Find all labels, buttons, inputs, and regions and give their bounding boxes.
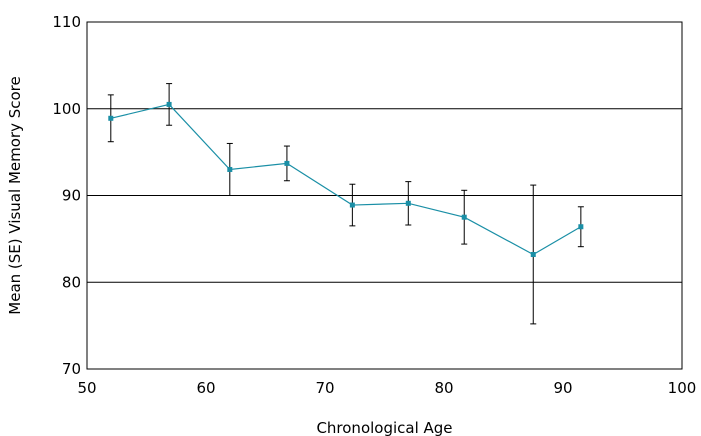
plot-area bbox=[86, 21, 683, 370]
x-tick-label: 70 bbox=[315, 379, 334, 397]
y-tick-label: 110 bbox=[52, 13, 81, 31]
y-tick-label: 100 bbox=[52, 100, 81, 118]
data-point bbox=[284, 160, 290, 166]
grid-lines bbox=[87, 108, 682, 283]
x-axis-label: Chronological Age bbox=[316, 419, 452, 436]
x-tick-label: 60 bbox=[196, 379, 215, 397]
x-tick-label: 100 bbox=[668, 379, 697, 397]
error-bars bbox=[107, 83, 584, 325]
data-point bbox=[166, 101, 172, 107]
x-tick-label: 90 bbox=[553, 379, 572, 397]
y-tick-label: 90 bbox=[62, 187, 81, 205]
data-point bbox=[227, 166, 233, 172]
y-tick-label: 70 bbox=[62, 360, 81, 378]
x-tick-label: 50 bbox=[77, 379, 96, 397]
x-tick-label: 80 bbox=[434, 379, 453, 397]
data-point bbox=[108, 115, 114, 121]
y-axis-label: Mean (SE) Visual Memory Score bbox=[6, 76, 24, 314]
x-tick-labels: 50 60 70 80 90 100 bbox=[77, 379, 696, 397]
data-series bbox=[108, 101, 584, 257]
y-tick-label: 80 bbox=[62, 273, 81, 291]
data-point bbox=[349, 202, 355, 208]
data-point bbox=[405, 200, 411, 206]
series-line bbox=[110, 103, 582, 256]
data-point bbox=[461, 214, 467, 220]
data-point bbox=[578, 224, 584, 230]
y-tick-labels: 70 80 90 100 110 bbox=[52, 13, 81, 378]
data-point bbox=[530, 251, 536, 257]
